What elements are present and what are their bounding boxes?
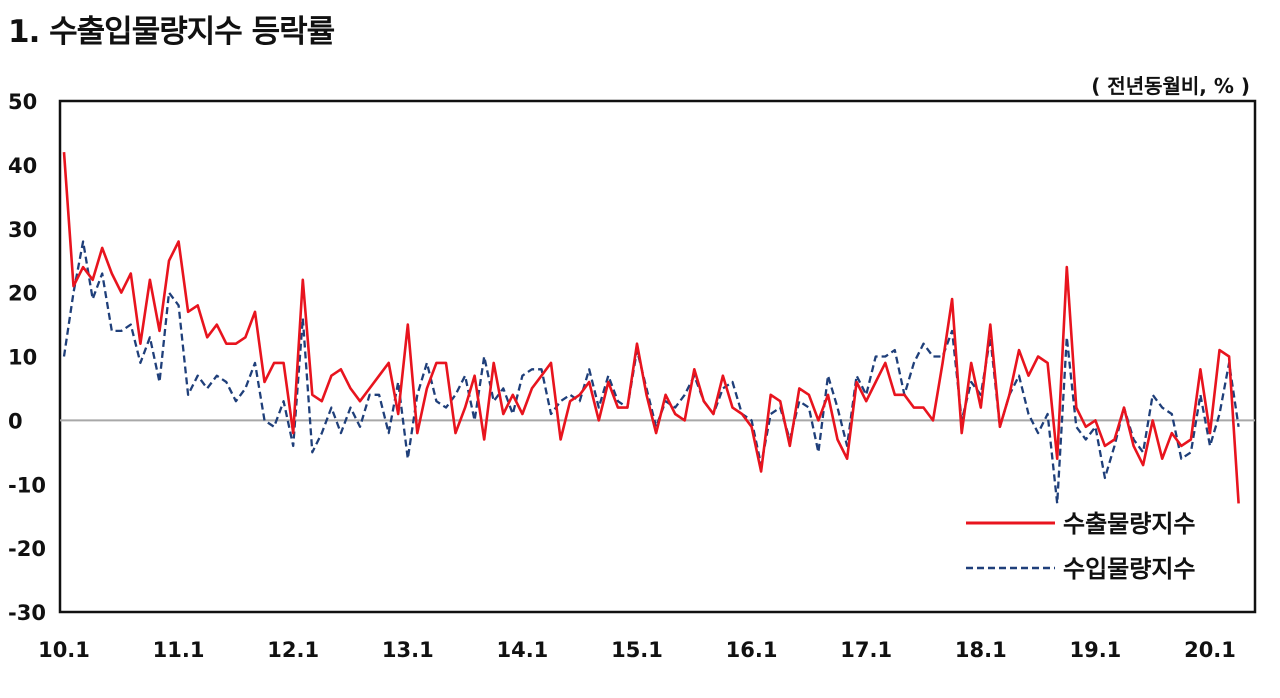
x-tick-label: 16.1 (726, 638, 778, 662)
plot-frame (58, 99, 1257, 614)
legend-label: 수출물량지수 (1063, 510, 1195, 538)
x-tick-label: 12.1 (267, 638, 319, 662)
x-tick-label: 18.1 (955, 638, 1007, 662)
x-tick-label: 19.1 (1069, 638, 1121, 662)
legend-label: 수입물량지수 (1063, 555, 1195, 583)
y-tick-label: 30 (8, 218, 37, 242)
import-volume-line (62, 240, 1240, 505)
x-tick-label: 17.1 (840, 638, 892, 662)
y-tick-label: -20 (8, 537, 46, 561)
axes-layer: 50 40 30 20 10 0 -10 -20 -30 10.1 11.1 12.1 13.1 14.1… (8, 90, 1257, 662)
y-tick-label: -30 (8, 601, 46, 625)
export-volume-line (62, 152, 1240, 504)
x-tick-label: 13.1 (382, 638, 434, 662)
x-tick-label: 20.1 (1184, 638, 1236, 662)
y-tick-label: 50 (8, 90, 37, 114)
y-tick-label: -10 (8, 473, 46, 497)
x-tick-label: 14.1 (496, 638, 548, 662)
y-tick-label: 40 (8, 154, 37, 178)
legend-item-import: 수입물량지수 (966, 555, 1195, 583)
x-tick-label: 11.1 (153, 638, 205, 662)
y-tick-label: 20 (8, 282, 37, 306)
chart-title: 1. 수출입물량지수 등락률 (8, 14, 335, 50)
y-tick-label: 10 (8, 346, 37, 370)
unit-label: ( 전년동월비, % ) (1091, 74, 1250, 98)
x-tick-label: 10.1 (38, 638, 90, 662)
lines-layer (62, 152, 1240, 505)
y-tick-label: 0 (8, 409, 23, 433)
legend-item-export: 수출물량지수 (966, 510, 1195, 538)
x-tick-label: 15.1 (611, 638, 663, 662)
